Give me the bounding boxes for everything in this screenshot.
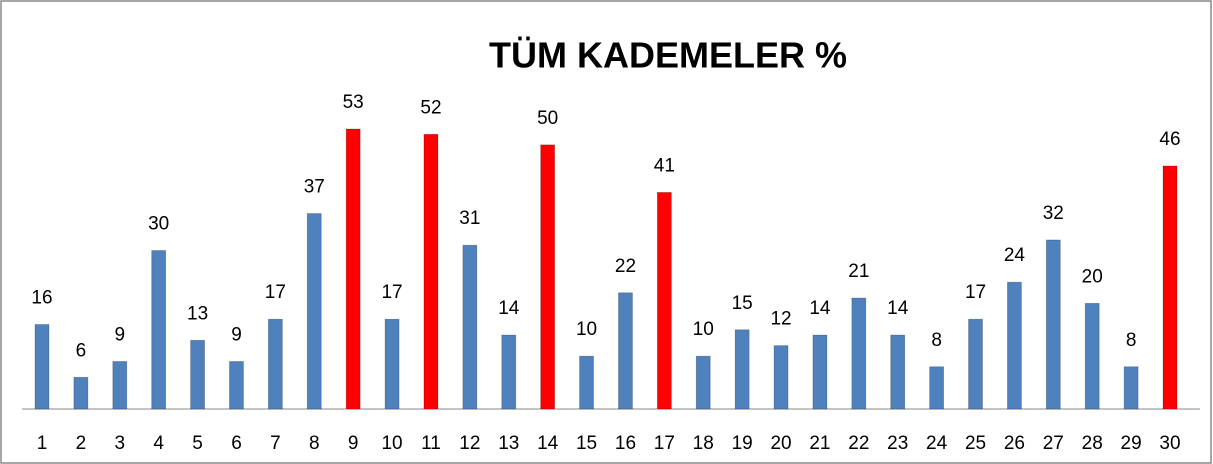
bar (112, 361, 128, 410)
x-tick-label: 21 (809, 433, 830, 454)
bar (851, 297, 867, 410)
x-tick-label: 13 (498, 433, 519, 454)
data-label: 9 (115, 324, 126, 345)
bar (656, 191, 672, 410)
data-label: 13 (187, 303, 208, 324)
x-tick-label: 8 (309, 433, 320, 454)
bar (968, 318, 983, 410)
bar (1007, 281, 1022, 410)
x-tick-label: 29 (1121, 433, 1142, 454)
x-tick-label: 10 (381, 433, 402, 454)
bar (345, 128, 361, 410)
data-label: 14 (498, 298, 520, 319)
x-tick-label: 1 (37, 433, 48, 454)
x-tick-label: 7 (270, 433, 281, 454)
bar (734, 329, 750, 410)
x-tick-label: 11 (421, 433, 441, 454)
data-label: 24 (1004, 245, 1026, 266)
data-label: 14 (887, 298, 909, 319)
bar (929, 366, 945, 410)
bar (695, 355, 711, 410)
chart-title: TÜM KADEMELER % (489, 35, 847, 76)
x-tick-label: 6 (231, 433, 242, 454)
data-label: 8 (1126, 330, 1137, 351)
bar (384, 318, 400, 410)
data-label: 52 (420, 97, 441, 118)
x-tick-label: 26 (1004, 433, 1025, 454)
x-tick-label: 14 (537, 433, 559, 454)
data-label: 17 (965, 282, 986, 303)
x-tick-label: 17 (654, 433, 675, 454)
data-label: 32 (1043, 203, 1064, 224)
x-tick-label: 5 (192, 433, 203, 454)
x-tick-label: 4 (153, 433, 164, 454)
bar (540, 144, 556, 410)
x-tick-label: 18 (693, 433, 714, 454)
data-label: 9 (231, 324, 242, 345)
bar (73, 376, 89, 410)
bar (1123, 366, 1139, 410)
x-tick-label: 2 (76, 433, 87, 454)
bar (1162, 165, 1178, 410)
x-tick-label: 22 (848, 433, 869, 454)
data-label: 20 (1082, 266, 1103, 287)
data-label: 31 (459, 208, 480, 229)
bar (618, 292, 633, 410)
x-tick-label: 24 (926, 433, 948, 454)
data-label: 17 (381, 282, 402, 303)
data-label: 12 (770, 309, 791, 330)
data-label: 53 (343, 92, 364, 113)
data-label: 30 (148, 214, 169, 235)
x-tick-label: 9 (348, 433, 359, 454)
data-label: 10 (576, 319, 597, 340)
bar (423, 133, 439, 410)
bar (501, 334, 517, 410)
bar (306, 213, 322, 410)
data-label: 10 (693, 319, 714, 340)
x-tick-label: 28 (1082, 433, 1103, 454)
bar (34, 324, 50, 410)
data-label: 15 (732, 293, 753, 314)
x-tick-label: 25 (965, 433, 986, 454)
x-tick-label: 23 (887, 433, 908, 454)
data-label: 16 (31, 287, 52, 308)
bar (773, 345, 789, 410)
x-tick-label: 15 (576, 433, 597, 454)
bar (462, 244, 478, 410)
bar (890, 334, 906, 410)
x-tick-label: 30 (1159, 433, 1180, 454)
data-label: 8 (931, 330, 942, 351)
data-label: 22 (615, 256, 636, 277)
data-label: 50 (537, 108, 558, 129)
x-tick-label: 27 (1043, 433, 1064, 454)
data-label: 6 (76, 340, 87, 361)
bar (812, 334, 828, 410)
data-label: 21 (848, 261, 869, 282)
bar (151, 250, 167, 410)
bar (579, 355, 594, 410)
bar (1084, 302, 1100, 410)
data-label: 17 (265, 282, 286, 303)
data-label: 46 (1159, 129, 1180, 150)
x-tick-label: 12 (459, 433, 480, 454)
bar (1045, 239, 1061, 410)
x-tick-label: 16 (615, 433, 636, 454)
data-label: 37 (304, 177, 325, 198)
x-tick-label: 19 (732, 433, 753, 454)
x-tick-label: 3 (115, 433, 126, 454)
bar (229, 361, 244, 410)
data-label: 41 (654, 155, 675, 176)
bar (267, 318, 283, 410)
x-tick-label: 20 (770, 433, 791, 454)
bar (190, 339, 205, 410)
data-label: 14 (809, 298, 831, 319)
